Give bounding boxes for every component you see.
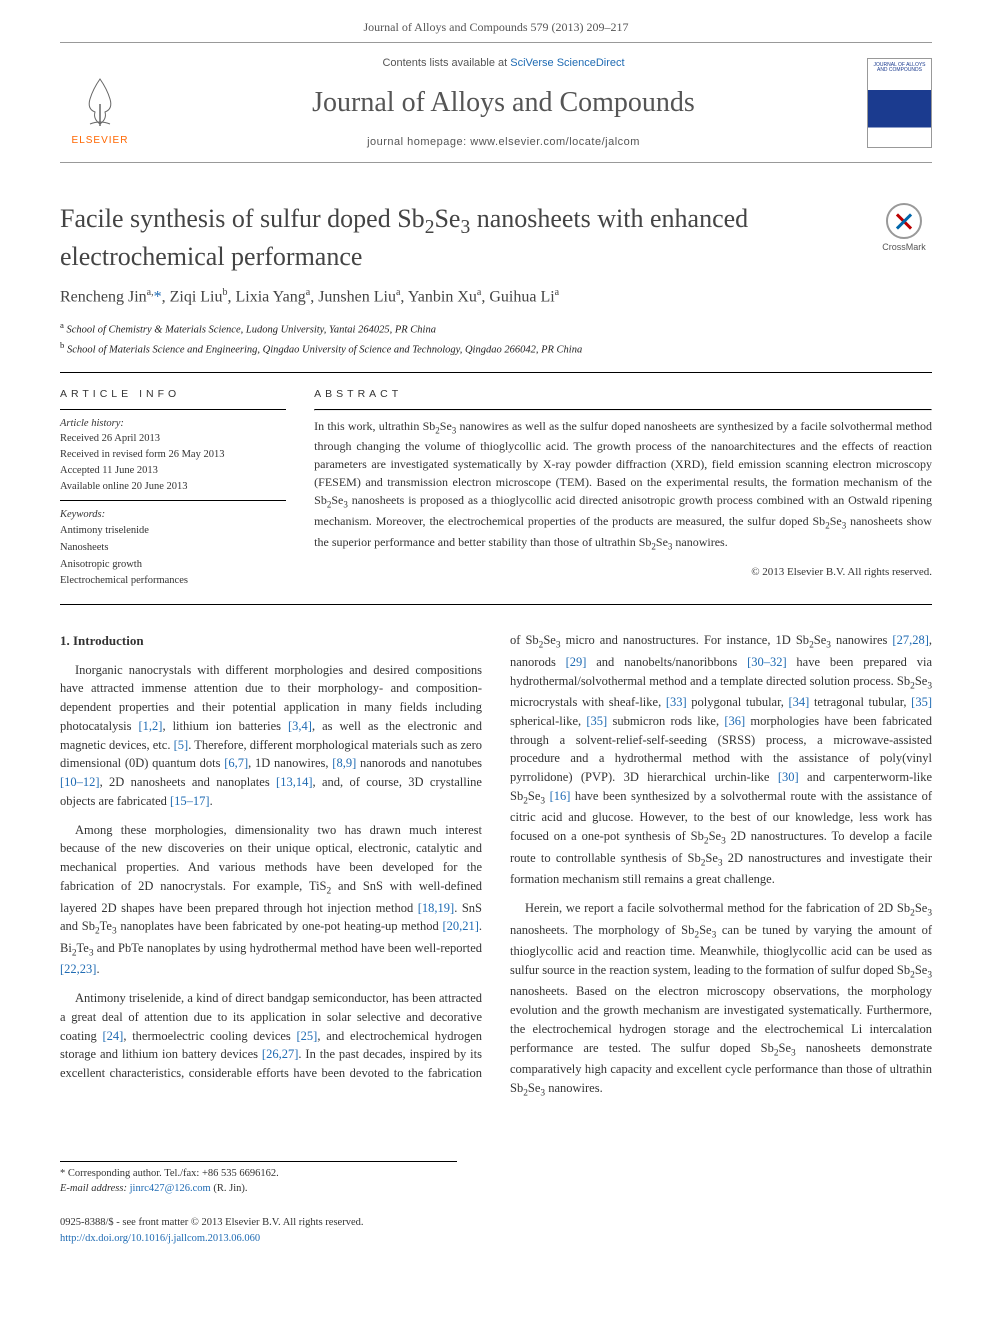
- history-label: Article history:: [60, 416, 286, 432]
- crossmark-icon: [886, 203, 922, 239]
- abstract-block: ABSTRACT In this work, ultrathin Sb2Se3 …: [304, 373, 932, 604]
- cover-title: JOURNAL OF ALLOYS AND COMPOUNDS: [870, 63, 929, 74]
- email-link[interactable]: jinrc427@126.com: [130, 1183, 211, 1194]
- section-heading-intro: 1. Introduction: [60, 631, 482, 651]
- intro-paragraph-1: Inorganic nanocrystals with different mo…: [60, 661, 482, 811]
- email-line: E-mail address: jinrc427@126.com (R. Jin…: [60, 1181, 457, 1197]
- authors: Rencheng Jina,*, Ziqi Liub, Lixia Yanga,…: [60, 285, 932, 309]
- email-author: (R. Jin).: [213, 1183, 247, 1194]
- keyword-3: Anisotropic growth: [60, 557, 286, 574]
- journal-name: Journal of Alloys and Compounds: [140, 82, 867, 124]
- homepage-url[interactable]: www.elsevier.com/locate/jalcom: [470, 136, 640, 148]
- journal-cover-thumbnail: JOURNAL OF ALLOYS AND COMPOUNDS: [867, 58, 932, 148]
- intro-paragraph-2: Among these morphologies, dimensionality…: [60, 821, 482, 979]
- article-info-heading: ARTICLE INFO: [60, 387, 286, 403]
- homepage-line: journal homepage: www.elsevier.com/locat…: [140, 134, 867, 151]
- abstract-text: In this work, ultrathin Sb2Se3 nanowires…: [314, 417, 932, 555]
- footer-line-1: 0925-8388/$ - see front matter © 2013 El…: [60, 1215, 932, 1231]
- crossmark-widget[interactable]: CrossMark: [876, 203, 932, 255]
- keywords-label: Keywords:: [60, 507, 286, 523]
- intro-paragraph-4: Herein, we report a facile solvothermal …: [510, 899, 932, 1101]
- abstract-heading: ABSTRACT: [314, 387, 932, 403]
- page-footer: 0925-8388/$ - see front matter © 2013 El…: [60, 1215, 932, 1247]
- history-accepted: Accepted 11 June 2013: [60, 463, 286, 479]
- keyword-1: Antimony triselenide: [60, 523, 286, 540]
- history-received: Received 26 April 2013: [60, 431, 286, 447]
- doi-link[interactable]: http://dx.doi.org/10.1016/j.jallcom.2013…: [60, 1233, 260, 1244]
- homepage-prefix: journal homepage:: [367, 136, 470, 148]
- contents-prefix: Contents lists available at: [382, 57, 510, 69]
- article-body: 1. Introduction Inorganic nanocrystals w…: [60, 631, 932, 1100]
- history-online: Available online 20 June 2013: [60, 479, 286, 495]
- abstract-copyright: © 2013 Elsevier B.V. All rights reserved…: [314, 564, 932, 581]
- article-title: Facile synthesis of sulfur doped Sb2Se3 …: [60, 203, 876, 273]
- email-label: E-mail address:: [60, 1183, 127, 1194]
- sciencedirect-link[interactable]: SciVerse ScienceDirect: [510, 57, 624, 69]
- corresponding-author-footnote: * Corresponding author. Tel./fax: +86 53…: [60, 1161, 457, 1198]
- keyword-4: Electrochemical performances: [60, 573, 286, 590]
- crossmark-label: CrossMark: [882, 242, 926, 252]
- article-info-block: ARTICLE INFO Article history: Received 2…: [60, 373, 304, 604]
- elsevier-logo: ELSEVIER: [60, 58, 140, 148]
- masthead-center: Contents lists available at SciVerse Sci…: [140, 55, 867, 150]
- running-header: Journal of Alloys and Compounds 579 (201…: [0, 0, 992, 42]
- contents-lists-line: Contents lists available at SciVerse Sci…: [140, 55, 867, 72]
- affiliations: a School of Chemistry & Materials Scienc…: [60, 319, 932, 357]
- corresponding-line: * Corresponding author. Tel./fax: +86 53…: [60, 1166, 457, 1182]
- masthead: ELSEVIER Contents lists available at Sci…: [60, 42, 932, 163]
- history-revised: Received in revised form 26 May 2013: [60, 447, 286, 463]
- elsevier-tree-icon: [75, 74, 125, 129]
- elsevier-wordmark: ELSEVIER: [72, 133, 129, 148]
- keyword-2: Nanosheets: [60, 540, 286, 557]
